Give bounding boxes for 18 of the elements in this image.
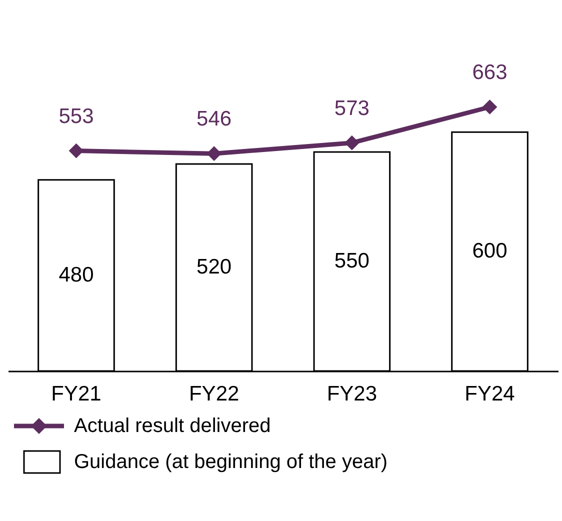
point [482, 100, 498, 114]
x-tick-label: FY24 [464, 382, 516, 406]
data-label: 546 [196, 108, 232, 131]
point [68, 143, 84, 158]
data-label: 480 [58, 263, 94, 286]
legend-label: Actual result delivered [74, 414, 271, 438]
data-label: 663 [472, 61, 508, 84]
x-tick-label: FY21 [51, 382, 102, 406]
point [206, 146, 222, 162]
point [344, 135, 360, 150]
legend-label: Guidance (at beginning of the year) [74, 450, 388, 474]
x-tick-label: FY23 [326, 382, 378, 406]
data-label: 520 [196, 255, 232, 278]
data-label: 553 [58, 104, 94, 128]
data-label: 600 [472, 240, 508, 263]
x-tick-label: FY22 [188, 382, 240, 406]
data-label: 573 [334, 96, 370, 120]
data-label: 550 [334, 250, 370, 272]
